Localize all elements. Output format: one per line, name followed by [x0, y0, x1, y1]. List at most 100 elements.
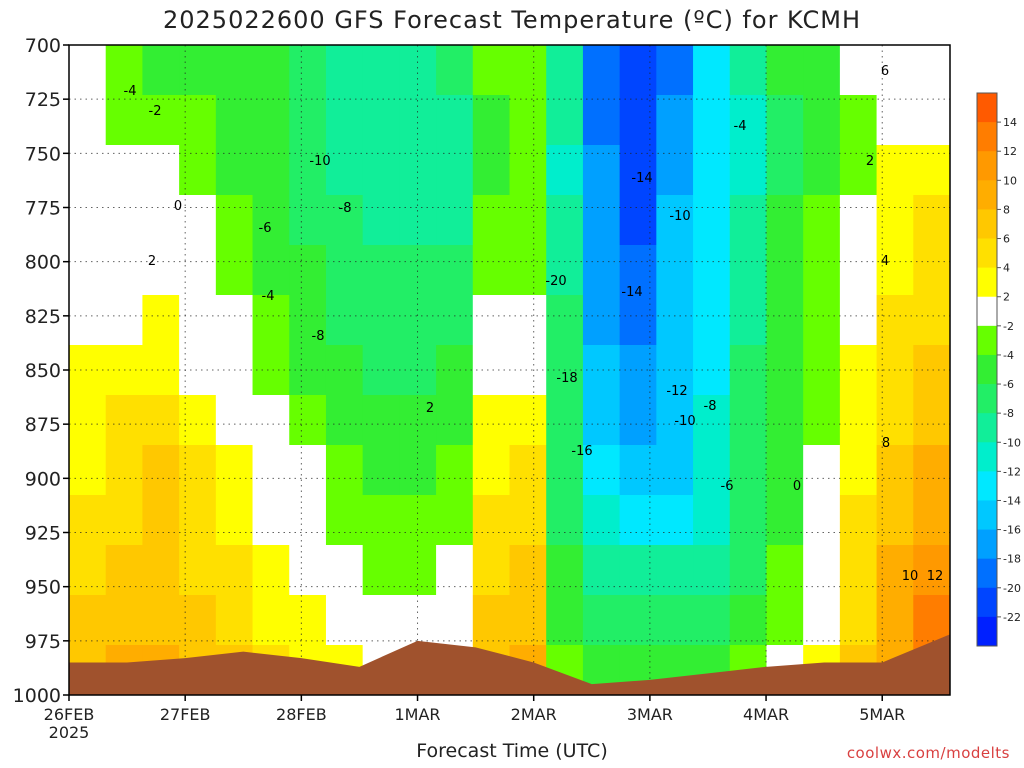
heat-cell — [729, 545, 768, 596]
heat-cell — [582, 195, 621, 246]
heat-cell — [656, 145, 694, 196]
heat-cell — [876, 195, 914, 246]
colorbar-swatch — [977, 354, 997, 385]
contour-label: -8 — [704, 399, 717, 414]
colorbar-label: -18 — [1003, 553, 1021, 566]
heat-cell — [876, 395, 914, 446]
heat-cell — [215, 95, 254, 146]
heat-cell — [252, 395, 290, 446]
colorbar-label: -12 — [1003, 465, 1021, 478]
heat-cell — [399, 45, 437, 96]
heat-cell — [876, 45, 914, 96]
heat-cell — [362, 245, 400, 296]
heat-cell — [325, 195, 364, 246]
heat-cell — [839, 95, 878, 146]
x-axis-title: Forecast Time (UTC) — [416, 740, 608, 762]
heat-cell — [252, 495, 290, 546]
colorbar-swatch — [977, 180, 997, 210]
heat-cell — [215, 395, 254, 446]
heat-cell — [729, 245, 768, 296]
heat-cell — [913, 45, 950, 96]
heat-cell — [399, 295, 437, 346]
contour-label: -20 — [545, 274, 566, 289]
heat-cell — [179, 545, 217, 596]
colorbar-swatch — [977, 529, 997, 560]
heat-cell — [399, 495, 437, 546]
heat-cell — [656, 595, 694, 646]
heat-cell — [913, 145, 950, 196]
y-axis-ticks: 700 725 750 775 800 825 850 875 900 925 950 975 1000 — [13, 35, 69, 707]
colorbar: 14 12 10 8 6 4 2 -2 -4 -6 -8 -10 -12 -14 -16 -18 -20 -22 — [976, 92, 1021, 647]
heat-cell — [362, 545, 400, 596]
grid-lines — [69, 45, 950, 695]
heat-cell — [179, 495, 217, 546]
heat-cell — [656, 45, 694, 96]
heat-cell — [436, 45, 474, 96]
heat-cell — [142, 295, 180, 346]
heat-cell — [252, 45, 290, 96]
colorbar-swatch — [977, 558, 997, 589]
y-tick-label: 925 — [25, 523, 61, 545]
heat-cell — [803, 245, 841, 296]
heat-cell — [325, 45, 364, 96]
heat-cell — [729, 145, 768, 196]
heat-cell — [252, 245, 290, 296]
heat-cell — [105, 295, 144, 346]
heat-cell — [619, 595, 657, 646]
colorbar-label: 10 — [1003, 174, 1017, 187]
heat-cell — [546, 45, 584, 96]
heat-cell — [325, 95, 364, 146]
heat-cell — [839, 445, 878, 496]
heat-cell — [325, 395, 364, 446]
heat-cell — [839, 345, 878, 396]
heat-cell — [839, 545, 878, 596]
heat-cell — [325, 545, 364, 596]
heat-cell — [142, 545, 180, 596]
heat-cell — [619, 545, 657, 596]
heat-cell — [766, 595, 804, 646]
heat-cell — [362, 495, 400, 546]
heat-cell — [546, 95, 584, 146]
y-tick-label: 875 — [25, 414, 61, 436]
heat-cell — [876, 245, 914, 296]
contour-label: -4 — [734, 119, 747, 134]
y-tick-label: 750 — [25, 143, 61, 165]
colorbar-swatch — [977, 267, 997, 298]
heat-cell — [472, 245, 511, 296]
heat-cell — [582, 495, 621, 546]
heat-cell — [839, 245, 878, 296]
contour-label: -10 — [309, 154, 330, 169]
heat-cell — [436, 395, 474, 446]
heat-cell — [546, 145, 584, 196]
heat-cell — [362, 395, 400, 446]
heat-cell — [436, 95, 474, 146]
heat-cell — [509, 295, 547, 346]
site-credit[interactable]: coolwx.com/modelts — [846, 744, 1010, 762]
heat-cell — [289, 395, 327, 446]
contour-label: -12 — [666, 384, 687, 399]
heat-cell — [803, 545, 841, 596]
heat-cell — [325, 445, 364, 496]
heat-cell — [509, 95, 547, 146]
heat-cell — [546, 245, 584, 296]
heat-cell — [142, 495, 180, 546]
heat-cell — [546, 595, 584, 646]
heat-cell — [839, 395, 878, 446]
x-tick-sublabel: 2025 — [49, 723, 90, 742]
heat-cell — [215, 495, 254, 546]
heat-cell — [509, 545, 547, 596]
heat-cell — [436, 545, 474, 596]
heat-cell — [693, 545, 731, 596]
heat-cell — [839, 45, 878, 96]
contour-label: -18 — [556, 371, 577, 386]
heat-cell — [179, 45, 217, 96]
heat-cell — [472, 295, 511, 346]
heat-cell — [839, 145, 878, 196]
contour-label: -14 — [631, 171, 652, 186]
contour-label: 6 — [881, 64, 889, 79]
heat-cell — [729, 595, 768, 646]
contour-label: 2 — [148, 254, 156, 269]
colorbar-swatch — [977, 471, 997, 501]
contour-label: 2 — [866, 154, 874, 169]
